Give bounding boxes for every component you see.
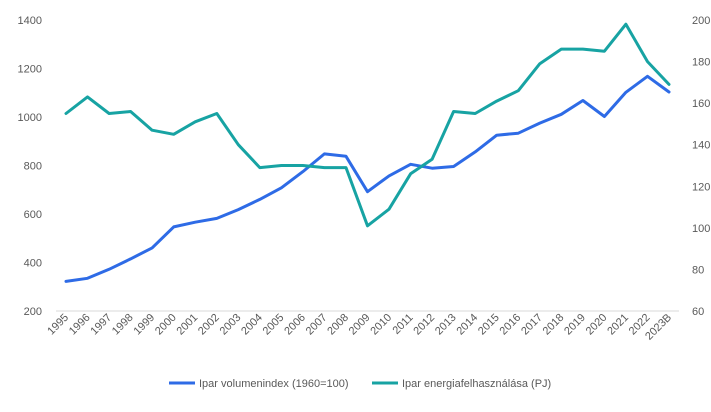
legend: Ipar volumenindex (1960=100) Ipar energi…	[169, 378, 551, 390]
legend-label-volume: Ipar volumenindex (1960=100)	[199, 378, 349, 390]
right-axis-tick-label: 60	[692, 306, 704, 318]
series-line-volume-index	[64, 74, 671, 283]
series-line-energy-use	[64, 22, 671, 228]
right-axis-tick-label: 160	[692, 98, 710, 110]
left-axis-tick-label: 1000	[18, 112, 42, 124]
right-axis-tick-label: 120	[692, 181, 710, 193]
right-axis-tick-label: 140	[692, 140, 710, 152]
x-axis-ticks: 1995199619971998199920002001200220032004…	[45, 312, 674, 343]
x-axis-tick-label: 2012	[411, 312, 437, 338]
right-axis-ticks: 60 80 100 120 140 160 180 200	[692, 15, 710, 318]
x-axis-tick-label: 2006	[282, 312, 308, 338]
x-axis-tick-label: 2018	[541, 312, 567, 338]
x-axis-tick-label: 2008	[325, 312, 351, 338]
left-axis-tick-label: 1400	[18, 15, 42, 27]
x-axis-tick-label: 2016	[498, 312, 524, 338]
series-lines	[64, 22, 671, 283]
x-axis-tick-label: 2014	[455, 312, 481, 338]
left-axis-tick-label: 1200	[18, 64, 42, 76]
left-axis-tick-label: 200	[24, 306, 42, 318]
x-axis-tick-label: 2019	[562, 312, 588, 338]
x-axis-tick-label: 2000	[153, 312, 179, 338]
x-axis-tick-label: 2017	[519, 312, 545, 338]
x-axis-tick-label: 2021	[605, 312, 631, 338]
left-axis-ticks: 200 400 600 800 1000 1200 1400	[18, 15, 42, 318]
x-axis-tick-label: 1995	[45, 312, 71, 338]
x-axis-tick-label: 2002	[196, 312, 222, 338]
x-axis-tick-label: 2004	[239, 312, 265, 338]
left-axis-tick-label: 600	[24, 209, 42, 221]
x-axis-tick-label: 2015	[476, 312, 502, 338]
left-axis-tick-label: 400	[24, 258, 42, 270]
right-axis-tick-label: 180	[692, 57, 710, 69]
left-axis-tick-label: 800	[24, 161, 42, 173]
x-axis-tick-label: 2001	[175, 312, 201, 338]
x-axis-tick-label: 2013	[433, 312, 459, 338]
x-axis-tick-label: 2010	[368, 312, 394, 338]
x-axis-tick-label: 2020	[584, 312, 610, 338]
x-axis-tick-label: 1997	[88, 312, 114, 338]
x-axis-tick-label: 1999	[131, 312, 157, 338]
right-axis-tick-label: 100	[692, 223, 710, 235]
right-axis-tick-label: 200	[692, 15, 710, 27]
x-axis-tick-label: 2003	[218, 312, 244, 338]
x-axis-tick-label: 1996	[67, 312, 93, 338]
x-axis-tick-label: 2005	[261, 312, 287, 338]
right-axis-tick-label: 80	[692, 264, 704, 276]
x-axis-tick-label: 2009	[347, 312, 373, 338]
x-axis-tick-label: 1998	[110, 312, 136, 338]
x-axis-tick-label: 2011	[390, 312, 415, 337]
x-axis-tick-label: 2007	[304, 312, 330, 338]
legend-label-energy: Ipar energiafelhasználása (PJ)	[402, 378, 551, 390]
